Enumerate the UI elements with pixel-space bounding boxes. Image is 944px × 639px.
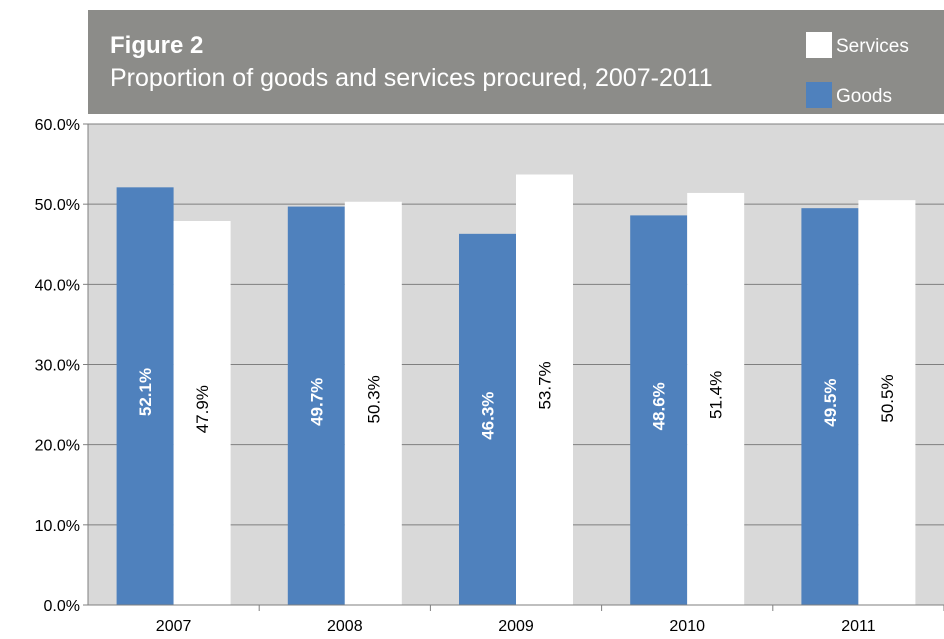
figure-label: Figure 2 (110, 32, 204, 59)
goods-bar-2008 (287, 206, 345, 606)
y-tick-label: 50.0% (35, 197, 80, 214)
goods-value-label-2010: 48.6% (650, 382, 669, 430)
services-value-label-2008: 50.3% (364, 375, 383, 423)
services-bar-2009 (516, 174, 573, 605)
services-bar-2007 (173, 221, 231, 606)
goods-bar-2009 (459, 233, 516, 605)
goods-value-label-2008: 49.7% (307, 378, 326, 426)
services-bar-2010 (687, 192, 745, 605)
y-tick-label: 30.0% (35, 358, 80, 375)
services-swatch (806, 32, 832, 58)
y-tick-label: 20.0% (35, 438, 80, 455)
legend-label-goods: Goods (836, 86, 892, 107)
goods-value-label-2009: 46.3% (479, 392, 498, 440)
x-tick-label: 2010 (669, 618, 705, 635)
goods-value-label-2011: 49.5% (821, 379, 840, 427)
goods-bar-2011 (801, 208, 859, 606)
services-value-label-2007: 47.9% (193, 385, 212, 433)
x-tick-label: 2011 (841, 618, 876, 635)
y-tick-label: 40.0% (35, 277, 80, 294)
goods-bar-2007 (116, 187, 174, 605)
y-tick-label: 0.0% (44, 598, 80, 615)
services-value-label-2009: 53.7% (536, 361, 555, 409)
x-tick-label: 2009 (498, 618, 534, 635)
goods-value-label-2007: 52.1% (136, 368, 155, 416)
y-tick-label: 60.0% (35, 117, 80, 134)
title-panel: Figure 2 Proportion of goods and service… (88, 10, 944, 114)
x-tick-label: 2007 (156, 618, 192, 635)
legend-label-services: Services (836, 36, 909, 57)
chart-title: Proportion of goods and services procure… (110, 64, 713, 92)
services-bar-2008 (344, 201, 402, 606)
services-bar-2011 (858, 200, 916, 606)
services-value-label-2010: 51.4% (707, 371, 726, 419)
x-tick-label: 2008 (327, 618, 363, 635)
goods-swatch (806, 82, 832, 108)
goods-bar-2010 (630, 215, 688, 605)
y-tick-label: 10.0% (35, 518, 80, 535)
services-value-label-2011: 50.5% (878, 374, 897, 422)
